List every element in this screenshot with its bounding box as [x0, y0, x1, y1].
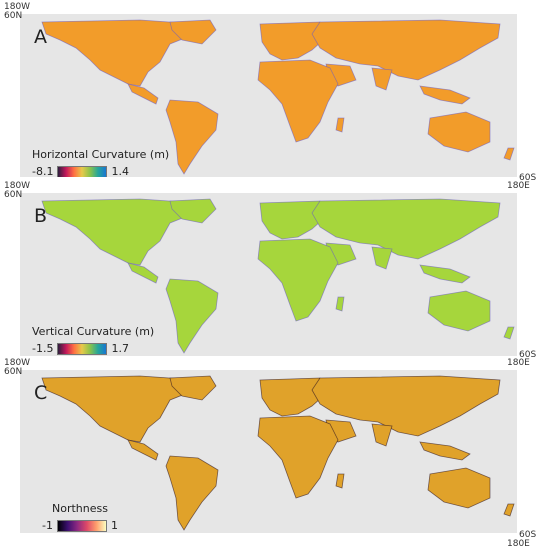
map-legend: Vertical Curvature (m) -1.5 1.7 — [32, 325, 154, 355]
legend-title: Horizontal Curvature (m) — [32, 148, 170, 161]
coord-lon-left: 180W — [4, 2, 31, 12]
legend-colorbar — [56, 519, 107, 532]
coord-lat-bottom: 60S — [519, 530, 537, 540]
landmass-madagascar — [335, 296, 345, 312]
landmass-asia — [311, 19, 501, 81]
landmass-new-zealand — [503, 326, 515, 340]
landmass-se-asia-islands — [419, 264, 471, 284]
legend-min: -1.5 — [32, 342, 54, 355]
coord-lat-top: 60N — [4, 190, 23, 200]
landmass-australia — [427, 467, 491, 509]
landmass-australia — [427, 111, 491, 153]
landmass-south-america — [165, 278, 219, 354]
landmass-asia — [311, 375, 501, 437]
map-panel-c: C Northness -1 1 — [20, 370, 517, 533]
map-panel-a: A Horizontal Curvature (m) -8.1 1.4 — [20, 14, 517, 177]
legend-colorbar — [57, 342, 108, 355]
world-land-map — [41, 375, 515, 531]
coord-lon-right: 180E — [507, 358, 530, 368]
map-legend: Horizontal Curvature (m) -8.1 1.4 — [32, 148, 169, 177]
legend-colorbar — [57, 165, 108, 177]
coord-lat-bottom: 60S — [519, 173, 537, 183]
legend-max: 1 — [110, 519, 118, 532]
landmass-greenland — [169, 19, 217, 45]
coord-lon-left: 180W — [4, 181, 31, 191]
landmass-greenland — [169, 198, 217, 224]
legend-max: 1.4 — [111, 165, 129, 177]
legend-min: -8.1 — [32, 165, 54, 177]
legend-max: 1.7 — [111, 342, 129, 355]
coord-lon-right: 180E — [507, 181, 530, 191]
landmass-australia — [427, 290, 491, 332]
landmass-india — [371, 246, 393, 270]
legend-scale: -8.1 1.4 — [32, 165, 169, 177]
coord-lon-left: 180W — [4, 358, 31, 368]
landmass-africa — [257, 59, 339, 143]
landmass-central-america — [127, 262, 159, 284]
landmass-india — [371, 67, 393, 91]
landmass-new-zealand — [503, 147, 515, 161]
landmass-greenland — [169, 375, 217, 401]
legend-title: Northness — [52, 502, 108, 515]
legend-scale: -1 1 — [42, 519, 118, 532]
legend-title: Vertical Curvature (m) — [32, 325, 155, 338]
coord-lat-bottom: 60S — [519, 350, 537, 360]
panel-label: A — [34, 26, 47, 48]
landmass-south-america — [165, 455, 219, 531]
map-legend: Northness -1 1 — [42, 502, 118, 532]
legend-min: -1 — [42, 519, 53, 532]
landmass-se-asia-islands — [419, 441, 471, 461]
landmass-central-america — [127, 83, 159, 105]
landmass-south-america — [165, 99, 219, 175]
coord-lon-right: 180E — [507, 539, 530, 549]
world-land-map — [41, 19, 515, 175]
landmass-africa — [257, 238, 339, 322]
world-land-map — [41, 198, 515, 354]
landmass-se-asia-islands — [419, 85, 471, 105]
landmass-asia — [311, 198, 501, 260]
panel-label: B — [34, 205, 48, 227]
legend-scale: -1.5 1.7 — [32, 342, 154, 355]
panel-label: C — [34, 382, 48, 404]
coord-lat-top: 60N — [4, 367, 23, 377]
landmass-africa — [257, 415, 339, 499]
landmass-india — [371, 423, 393, 447]
landmass-madagascar — [335, 117, 345, 133]
landmass-madagascar — [335, 473, 345, 489]
landmass-new-zealand — [503, 503, 515, 517]
map-panel-b: B Vertical Curvature (m) -1.5 1.7 — [20, 193, 517, 356]
landmass-central-america — [127, 439, 159, 461]
coord-lat-top: 60N — [4, 11, 23, 21]
